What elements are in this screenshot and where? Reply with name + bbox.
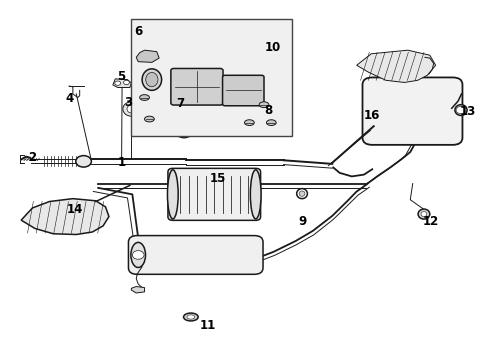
Ellipse shape bbox=[142, 69, 161, 90]
Polygon shape bbox=[21, 199, 109, 234]
FancyBboxPatch shape bbox=[128, 235, 263, 274]
Polygon shape bbox=[131, 287, 144, 293]
Circle shape bbox=[268, 50, 276, 55]
Text: 12: 12 bbox=[422, 215, 438, 228]
Text: 10: 10 bbox=[264, 41, 280, 54]
Polygon shape bbox=[356, 50, 435, 82]
Ellipse shape bbox=[145, 72, 158, 87]
Ellipse shape bbox=[186, 315, 194, 319]
Text: 4: 4 bbox=[66, 92, 74, 105]
Bar bbox=[131, 19, 292, 136]
Text: 7: 7 bbox=[176, 98, 184, 111]
Circle shape bbox=[265, 47, 280, 58]
Circle shape bbox=[175, 126, 192, 138]
Ellipse shape bbox=[183, 313, 198, 321]
Ellipse shape bbox=[299, 191, 305, 196]
Polygon shape bbox=[136, 50, 159, 62]
Circle shape bbox=[132, 251, 144, 259]
Ellipse shape bbox=[296, 189, 307, 199]
FancyBboxPatch shape bbox=[167, 168, 260, 220]
Text: 5: 5 bbox=[117, 69, 125, 82]
Text: 2: 2 bbox=[28, 151, 37, 164]
Ellipse shape bbox=[259, 102, 268, 108]
Ellipse shape bbox=[127, 105, 136, 113]
Text: 1: 1 bbox=[117, 156, 125, 169]
Circle shape bbox=[76, 156, 91, 167]
Ellipse shape bbox=[420, 212, 426, 217]
Text: 15: 15 bbox=[209, 172, 225, 185]
Text: 3: 3 bbox=[124, 96, 132, 109]
Circle shape bbox=[123, 80, 129, 85]
Ellipse shape bbox=[244, 120, 254, 126]
Ellipse shape bbox=[454, 105, 466, 116]
Circle shape bbox=[455, 107, 465, 114]
Ellipse shape bbox=[250, 170, 261, 219]
Circle shape bbox=[179, 129, 188, 135]
Text: 16: 16 bbox=[364, 109, 380, 122]
Ellipse shape bbox=[131, 242, 145, 267]
Polygon shape bbox=[113, 79, 131, 87]
Ellipse shape bbox=[122, 102, 140, 116]
Circle shape bbox=[115, 81, 121, 85]
Ellipse shape bbox=[266, 120, 276, 126]
FancyBboxPatch shape bbox=[170, 68, 223, 105]
Text: 8: 8 bbox=[263, 104, 271, 117]
Ellipse shape bbox=[140, 95, 149, 100]
Text: 9: 9 bbox=[297, 215, 305, 228]
Text: 14: 14 bbox=[66, 203, 83, 216]
Ellipse shape bbox=[144, 116, 154, 122]
Ellipse shape bbox=[417, 209, 429, 219]
FancyBboxPatch shape bbox=[362, 77, 462, 145]
Ellipse shape bbox=[167, 170, 178, 219]
FancyBboxPatch shape bbox=[222, 75, 264, 106]
Text: 6: 6 bbox=[134, 25, 142, 38]
Text: 13: 13 bbox=[459, 105, 475, 118]
Text: 11: 11 bbox=[200, 319, 216, 332]
